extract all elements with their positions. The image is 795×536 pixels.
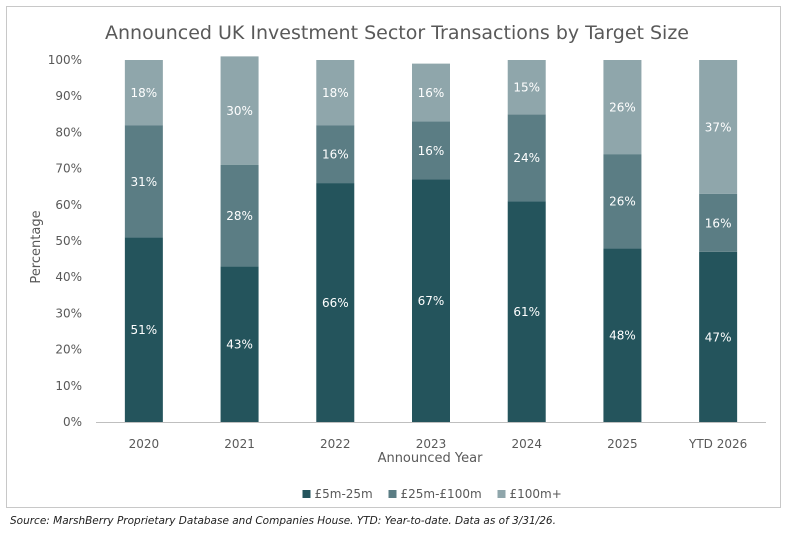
- legend-swatch: [388, 490, 397, 498]
- legend-swatch: [302, 490, 311, 498]
- bar-segment: [603, 248, 642, 422]
- bar-data-label: 43%: [226, 338, 253, 352]
- x-tick-label: 2024: [511, 437, 542, 451]
- bar-data-label: 16%: [418, 86, 445, 100]
- bar-segment: [699, 193, 738, 252]
- legend-label: £5m-25m: [315, 487, 373, 501]
- bar-data-label: 66%: [322, 296, 349, 310]
- y-tick-label: 0%: [63, 415, 82, 429]
- y-tick-label: 50%: [55, 234, 82, 248]
- bar-segment: [316, 183, 355, 422]
- bar-data-label: 18%: [322, 86, 349, 100]
- bar-data-label: 30%: [226, 104, 253, 118]
- x-axis-ticks: 2020 2021 2022 2023 2024 2025 YTD 2026: [129, 437, 748, 451]
- bar-segment: [412, 179, 450, 422]
- bar-data-label: 51%: [131, 323, 158, 337]
- bar-data-label: 48%: [609, 329, 636, 343]
- legend-label: £100m+: [510, 487, 562, 501]
- bar-data-label: 26%: [609, 195, 636, 209]
- bar-segment: [507, 114, 546, 202]
- bar-segment: [220, 266, 259, 422]
- bar-data-label: 61%: [513, 305, 540, 319]
- bar-segment: [603, 60, 642, 155]
- y-axis-ticks: 0% 10% 20% 30% 40% 50% 60% 70% 80% 90% 100%: [48, 53, 82, 429]
- x-tick-label: 2025: [607, 437, 638, 451]
- bar-segment: [507, 60, 546, 115]
- bar-segment: [412, 121, 450, 180]
- legend-label: £25m-£100m: [401, 487, 482, 501]
- bar-data-label: 67%: [418, 294, 445, 308]
- legend: £5m-25m £25m-£100m £100m+: [302, 487, 562, 501]
- bar-data-label: 24%: [513, 151, 540, 165]
- bar-data-label: 26%: [609, 101, 636, 115]
- y-tick-label: 70%: [55, 162, 82, 176]
- bar-segment: [220, 56, 259, 165]
- bar-segment: [507, 201, 546, 422]
- y-tick-label: 100%: [48, 53, 82, 67]
- bar-data-label: 47%: [705, 330, 732, 344]
- bar-segment: [412, 63, 450, 122]
- x-tick-label: 2021: [224, 437, 255, 451]
- stacked-bar-chart: Announced UK Investment Sector Transacti…: [29, 22, 766, 501]
- legend-swatch: [497, 490, 506, 498]
- bar-segment: [124, 237, 163, 422]
- bar-data-label: 16%: [322, 148, 349, 162]
- source-note: Source: MarshBerry Proprietary Database …: [10, 515, 556, 527]
- chart-title: Announced UK Investment Sector Transacti…: [105, 22, 689, 44]
- bar-data-label: 16%: [705, 216, 732, 230]
- x-tick-label: 2023: [416, 437, 447, 451]
- bar-segment: [699, 251, 738, 422]
- bar-data-label: 18%: [131, 86, 158, 100]
- bar-segment: [124, 125, 163, 238]
- y-tick-label: 20%: [55, 343, 82, 357]
- bar-segment: [699, 60, 738, 194]
- y-tick-label: 30%: [55, 306, 82, 320]
- bar-segment: [316, 60, 355, 126]
- chart-frame: Announced UK Investment Sector Transacti…: [6, 6, 781, 508]
- y-tick-label: 90%: [55, 89, 82, 103]
- bar-data-label: 28%: [226, 209, 253, 223]
- x-tick-label: 2020: [129, 437, 160, 451]
- bars-group: 51% 31% 18% 43% 28% 30% 66% 16% 18% 67% 16% 16% 61% 2…: [124, 56, 738, 422]
- x-tick-label: 2022: [320, 437, 351, 451]
- x-axis-label: Announced Year: [378, 451, 484, 466]
- bar-data-label: 15%: [513, 81, 540, 95]
- x-tick-label: YTD 2026: [688, 437, 747, 451]
- y-tick-label: 60%: [55, 198, 82, 212]
- y-axis-label: Percentage: [29, 210, 44, 283]
- bar-segment: [124, 60, 163, 126]
- bar-data-label: 37%: [705, 120, 732, 134]
- bar-data-label: 31%: [131, 175, 158, 189]
- y-tick-label: 40%: [55, 270, 82, 284]
- y-tick-label: 80%: [55, 125, 82, 139]
- y-tick-label: 10%: [55, 379, 82, 393]
- bar-segment: [316, 125, 355, 184]
- bar-segment: [220, 164, 259, 267]
- bar-segment: [603, 154, 642, 249]
- bar-data-label: 16%: [418, 144, 445, 158]
